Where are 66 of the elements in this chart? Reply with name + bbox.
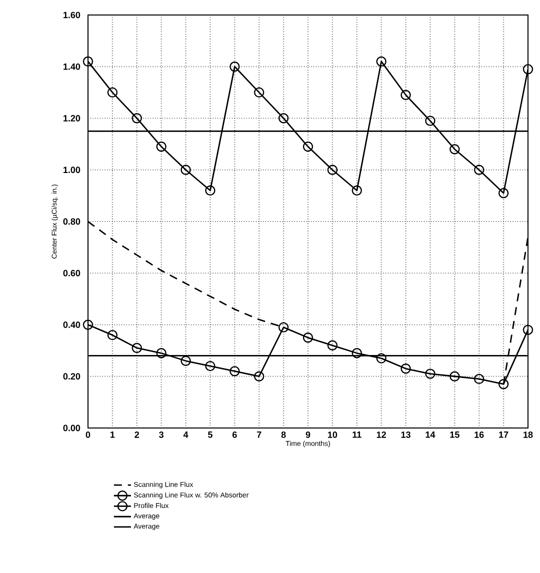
point xyxy=(180,164,191,175)
point xyxy=(205,185,216,196)
x-tick-label: 1 xyxy=(110,432,115,438)
y-tick-label: 0.20 xyxy=(63,373,80,380)
x-tick-label: 8 xyxy=(281,432,286,438)
x-tick-label: 14 xyxy=(426,432,436,438)
y-tick-label: 1.60 xyxy=(64,12,80,18)
point xyxy=(132,342,142,354)
x-tick-label: 17 xyxy=(499,432,508,438)
point xyxy=(400,90,411,100)
x-tick-label: 7 xyxy=(256,432,262,438)
point xyxy=(302,142,314,152)
point xyxy=(450,371,460,382)
y-tick-label: 1.20 xyxy=(64,115,80,122)
point xyxy=(205,360,216,372)
point xyxy=(254,371,264,382)
x-tick-label: 9 xyxy=(306,432,310,438)
point xyxy=(82,56,94,67)
y-tick-label: 1.40 xyxy=(64,63,80,70)
point xyxy=(302,332,314,343)
y-tick-label: 0.40 xyxy=(63,322,80,328)
point xyxy=(352,185,362,196)
point xyxy=(425,116,436,126)
point xyxy=(474,374,484,384)
point xyxy=(327,340,338,350)
x-tick-label: 13 xyxy=(401,432,410,438)
x-tick-label: 0 xyxy=(86,432,90,438)
x-tick-label: 11 xyxy=(352,432,362,438)
point xyxy=(180,356,191,366)
point xyxy=(400,364,411,374)
y-tick-label: 1.00 xyxy=(64,166,80,174)
point xyxy=(352,348,362,358)
point xyxy=(474,164,484,175)
point xyxy=(498,188,509,198)
point xyxy=(254,87,264,98)
x-tick-label: 10 xyxy=(328,432,338,438)
point xyxy=(278,113,289,124)
y-tick-label: 0.00 xyxy=(63,424,80,432)
point xyxy=(107,87,118,98)
point xyxy=(132,113,142,124)
x-tick-label: 4 xyxy=(183,432,188,438)
x-tick-label: 16 xyxy=(474,432,484,438)
x-tick-label: 2 xyxy=(134,432,140,438)
point xyxy=(450,144,460,154)
x-tick-label: 6 xyxy=(232,432,237,438)
point xyxy=(376,56,386,67)
x-tick-label: 12 xyxy=(376,432,386,438)
point xyxy=(156,348,166,358)
point xyxy=(156,142,166,152)
point xyxy=(522,64,534,74)
point xyxy=(376,353,386,364)
point xyxy=(107,330,118,340)
point xyxy=(522,324,534,336)
x-tick-label: 18 xyxy=(524,432,533,438)
y-tick-label: 0.60 xyxy=(63,270,80,276)
x-tick-label: 15 xyxy=(450,432,460,438)
y-tick-label: 0.80 xyxy=(63,218,80,225)
point xyxy=(425,368,436,379)
point xyxy=(278,322,289,332)
x-tick-label: 5 xyxy=(208,432,212,438)
point xyxy=(82,320,94,330)
x-tick-label: 3 xyxy=(159,432,164,438)
point xyxy=(230,62,240,72)
point xyxy=(327,164,338,175)
point xyxy=(498,379,509,390)
point xyxy=(230,366,240,376)
